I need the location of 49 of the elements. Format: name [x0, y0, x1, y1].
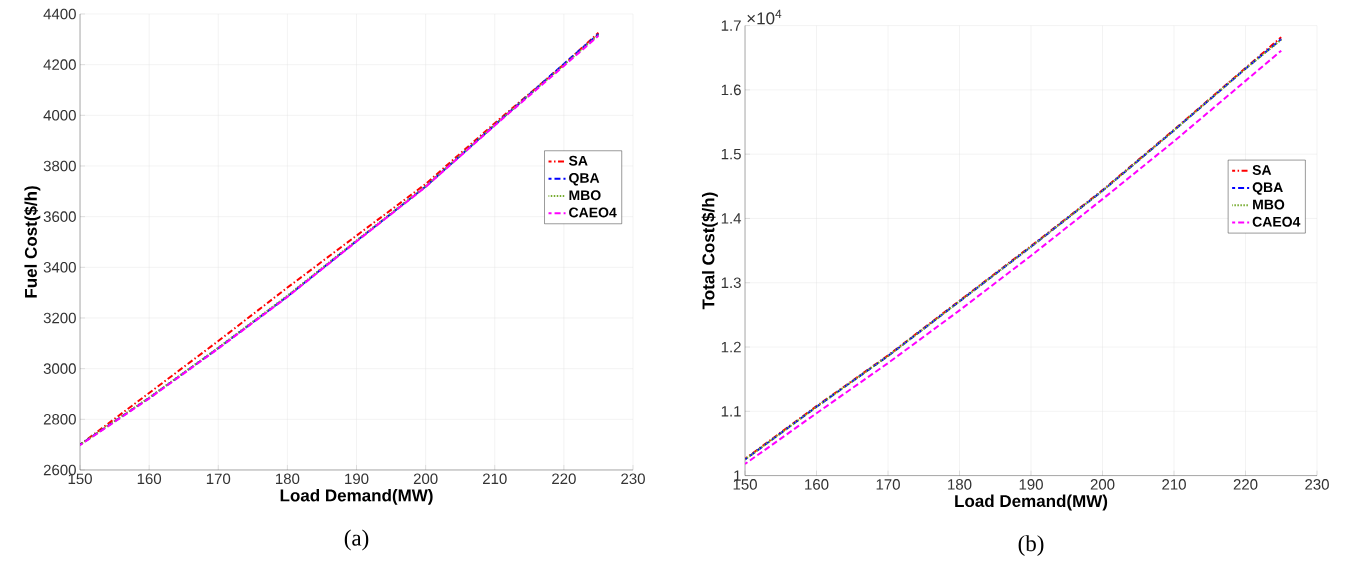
x-tick-label: 180 — [276, 473, 300, 485]
text: (b) — [1018, 535, 1044, 556]
y-tick-label: 1.1 — [721, 406, 741, 417]
x-tick-label: 220 — [552, 473, 576, 485]
x-tick-label: 200 — [1090, 479, 1115, 490]
x-axis-title: Load Demand(MW) — [955, 494, 1108, 511]
x-tick-label: 160 — [805, 479, 829, 490]
y-tick-label: 1.5 — [721, 148, 741, 160]
legend-label: MBO — [569, 190, 601, 201]
x-tick-label: 200 — [413, 473, 438, 485]
y-tick-label: 2800 — [43, 414, 76, 425]
x-tick-label: 160 — [137, 473, 162, 485]
legend-label: SA — [568, 155, 588, 166]
y-tick-label: 1 — [734, 470, 741, 481]
y-tick-label: 1.7 — [721, 20, 741, 31]
y-tick-label: 3800 — [43, 160, 76, 172]
y-axis-title: Fuel Cost($/h) — [24, 186, 41, 298]
y-tick-label: 4000 — [43, 110, 76, 121]
x-tick-label: 190 — [1019, 479, 1043, 490]
legend-label: CAEO4 — [1252, 216, 1301, 227]
y-tick-label: 1.4 — [721, 213, 742, 224]
x-axis-title: Load Demand(MW) — [280, 488, 433, 505]
text: ×10$^{4}$ — [747, 9, 782, 25]
x-tick-label: 230 — [621, 473, 645, 485]
legend-label: CAEO4 — [569, 207, 617, 218]
y-tick-label: 3400 — [43, 262, 76, 273]
x-tick-label: 190 — [345, 473, 369, 485]
x-tick-label: 210 — [1162, 479, 1186, 490]
y-tick-label: 4400 — [43, 8, 76, 20]
y-tick-label: 1.3 — [721, 277, 741, 289]
x-tick-label: 230 — [1305, 479, 1329, 490]
y-axis-title: Total Cost($/h) — [701, 192, 718, 310]
x-tick-label: 210 — [483, 473, 507, 485]
y-tick-label: 3600 — [43, 211, 76, 222]
y-tick-label: 3200 — [43, 312, 76, 324]
y-tick-label: 4200 — [43, 59, 76, 70]
text: (a) — [344, 529, 369, 551]
x-tick-label: 180 — [948, 479, 972, 490]
x-tick-label: 170 — [206, 473, 231, 485]
legend-label: SA — [1252, 165, 1272, 175]
x-tick-label: 170 — [876, 479, 900, 490]
legend-label: QBA — [569, 173, 600, 186]
x-tick-label: 220 — [1233, 479, 1258, 490]
legend-label: QBA — [1252, 182, 1283, 195]
legend-label: MBO — [1253, 199, 1285, 210]
y-tick-label: 1.6 — [721, 84, 741, 96]
x-tick-label: 150 — [733, 479, 757, 490]
y-tick-label: 3000 — [43, 363, 76, 374]
y-tick-label: 1.2 — [721, 341, 741, 353]
